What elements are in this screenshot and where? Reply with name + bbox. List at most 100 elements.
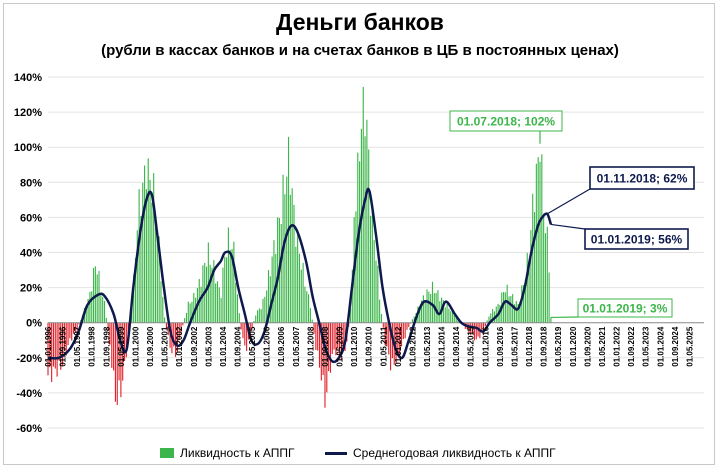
bar [153, 173, 155, 323]
bar [490, 313, 492, 323]
bar [484, 322, 486, 327]
bar [335, 322, 337, 356]
x-tick-label: 01.09.2022 [627, 326, 636, 367]
bar [267, 270, 270, 323]
bar [337, 322, 339, 349]
bar [65, 322, 67, 356]
y-tick-label: 120% [14, 107, 42, 119]
x-axis: 01.01.1996 01.09.1996 01.05.1997 01.01.1998… [44, 326, 694, 367]
bar [428, 291, 430, 323]
bar [109, 322, 111, 345]
bar [118, 322, 120, 381]
bar [368, 149, 370, 323]
bar [136, 230, 138, 323]
bar [185, 312, 188, 323]
bar [142, 182, 144, 323]
bar [524, 279, 526, 323]
bar [220, 298, 222, 323]
bar [453, 314, 455, 323]
bar [521, 285, 523, 323]
bar [178, 322, 180, 341]
bar [400, 322, 403, 347]
bar [395, 322, 397, 364]
bar [539, 161, 541, 323]
x-tick-label: 01.01.2018 [525, 326, 534, 367]
annotation-label: 01.11.2018; 62% [597, 172, 688, 186]
bar [297, 229, 299, 323]
bar [311, 319, 313, 323]
bar [448, 308, 450, 323]
x-tick-label: 01.01.2008 [306, 326, 315, 367]
bar [422, 295, 424, 323]
y-tick-label: 80% [20, 177, 42, 189]
annotation-label: 01.07.2018; 102% [457, 115, 555, 129]
bar [324, 322, 326, 408]
bar [293, 204, 295, 323]
x-tick-label: 01.05.2009 [336, 326, 345, 367]
bar [209, 264, 211, 323]
legend-label-line: Среднегодовая ликвидность к АППГ [353, 446, 556, 460]
y-tick-label: 140% [14, 72, 42, 84]
bar [103, 300, 106, 323]
bar [437, 290, 439, 323]
bar [54, 322, 56, 369]
bar [123, 322, 126, 361]
x-tick-label: 01.05.2005 [248, 326, 257, 367]
bar [482, 322, 485, 331]
bar [420, 300, 423, 323]
bar [338, 322, 341, 359]
bar [532, 193, 534, 323]
bar [515, 301, 517, 323]
bar [502, 291, 505, 323]
bar [322, 322, 324, 376]
bar [300, 269, 302, 323]
x-tick-label: 01.09.2014 [452, 326, 461, 367]
bar [408, 322, 410, 327]
bar [506, 284, 508, 323]
bar [233, 241, 235, 323]
bar [411, 319, 414, 323]
x-tick-label: 01.05.2023 [642, 326, 651, 367]
x-tick-label: 01.09.2004 [234, 326, 243, 367]
bar [510, 296, 512, 323]
bar [251, 322, 253, 329]
bar [402, 322, 404, 340]
x-tick-label: 01.01.2022 [613, 326, 622, 367]
bar [364, 136, 366, 323]
bar [548, 272, 550, 323]
bar [244, 322, 246, 346]
bar [359, 161, 361, 323]
bar [224, 256, 226, 323]
x-tick-label: 01.09.2008 [321, 326, 330, 367]
x-tick-label: 01.09.2024 [671, 326, 680, 367]
bar [94, 266, 96, 323]
x-tick-label: 01.01.2004 [219, 326, 228, 367]
bar [269, 276, 271, 323]
bar [222, 267, 224, 323]
bar [133, 274, 135, 323]
bar [541, 154, 543, 323]
x-tick-label: 01.01.1996 [44, 326, 53, 367]
bar [71, 322, 73, 341]
bar [145, 189, 147, 323]
bar [291, 188, 293, 323]
y-tick-label: -60% [16, 423, 42, 435]
x-tick-label: 01.09.2020 [583, 326, 592, 367]
bar [526, 252, 528, 323]
legend-item-bars: Ликвидность к АППГ [160, 446, 295, 460]
bar [419, 307, 421, 323]
bar [262, 298, 264, 323]
annotation-box [577, 298, 673, 318]
bar [289, 194, 291, 323]
bar [331, 322, 333, 354]
annotation-box [584, 228, 689, 250]
bar [318, 322, 321, 368]
bar [69, 322, 71, 339]
bar [442, 300, 444, 323]
x-tick-label: 01.09.2012 [408, 326, 417, 367]
bar [169, 322, 171, 348]
y-tick-label: 20% [20, 283, 42, 295]
bar [52, 322, 55, 367]
y-axis: 140% 120% 100% 80% 60% 40% 20% 0% -20% -40% -60% [14, 72, 42, 435]
x-tick-label: 01.09.2002 [190, 326, 199, 367]
